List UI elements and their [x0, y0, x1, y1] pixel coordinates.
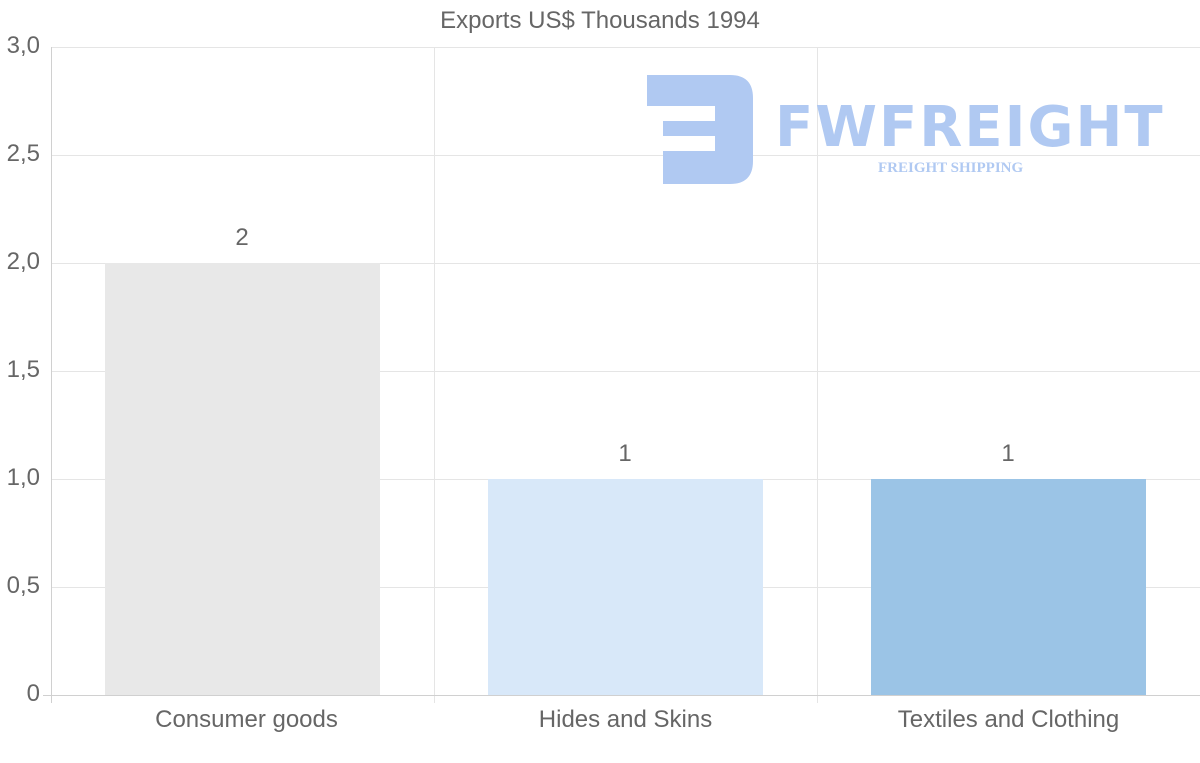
x-tick-label: Hides and Skins	[538, 706, 713, 733]
y-tick-label: 0,5	[6, 572, 40, 599]
brand-name: FWFREIGHT	[775, 95, 1165, 160]
brand-mark-icon	[647, 75, 753, 184]
gridline	[434, 47, 435, 703]
bar-consumer-goods[interactable]	[105, 263, 380, 695]
x-tick-label: Textiles and Clothing	[897, 706, 1120, 733]
x-axis	[43, 695, 1200, 696]
gridline	[51, 47, 1200, 48]
brand-tagline: FREIGHT SHIPPING	[878, 160, 1024, 176]
y-axis	[51, 47, 52, 703]
x-tick-label: Consumer goods	[155, 706, 338, 733]
gridline	[51, 155, 1200, 156]
y-tick-label: 2,5	[6, 140, 40, 167]
gridline	[51, 371, 1200, 372]
y-tick-label: 1,0	[6, 464, 40, 491]
y-tick-label: 2,0	[6, 248, 40, 275]
gridline	[51, 263, 1200, 264]
y-tick-label: 1,5	[6, 356, 40, 383]
bar-value-label: 1	[1001, 440, 1015, 467]
bar-value-label: 1	[618, 440, 632, 467]
y-tick-label: 0	[26, 680, 40, 707]
watermark-logo: FWFREIGHT FREIGHT SHIPPING	[645, 73, 1163, 188]
bar-textiles-and-clothing[interactable]	[871, 479, 1146, 695]
chart-title: Exports US$ Thousands 1994	[440, 7, 760, 34]
y-tick-label: 3,0	[6, 32, 40, 59]
plot-area	[43, 47, 1200, 703]
bar-value-label: 2	[235, 224, 249, 251]
bar-hides-and-skins[interactable]	[488, 479, 763, 695]
gridline	[817, 47, 818, 703]
